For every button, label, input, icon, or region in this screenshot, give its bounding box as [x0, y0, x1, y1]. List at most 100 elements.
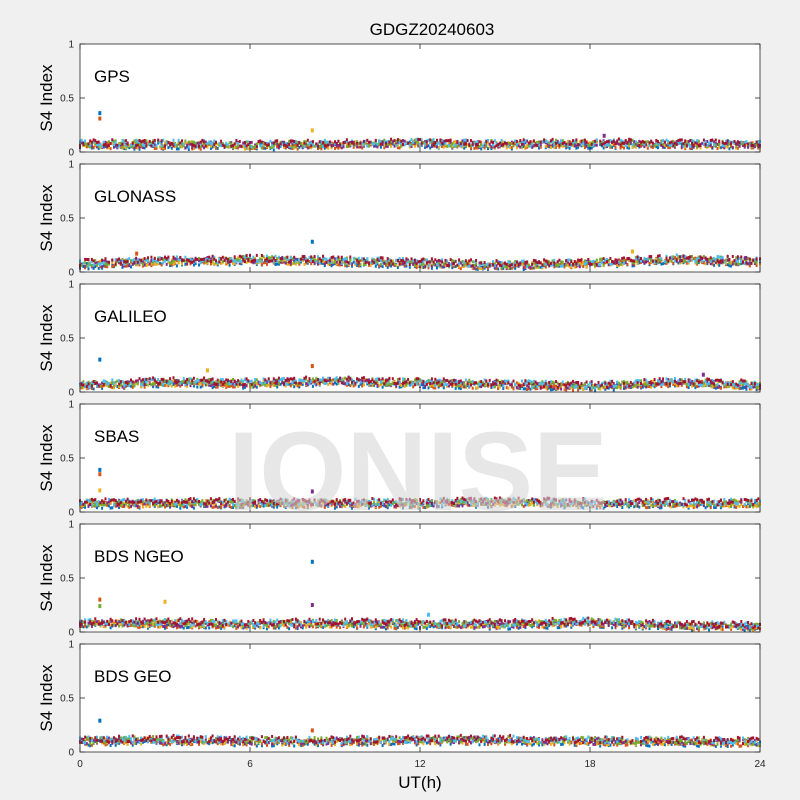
data-point — [573, 142, 576, 146]
data-point — [736, 257, 739, 261]
data-point — [750, 258, 753, 262]
data-point — [118, 144, 121, 148]
y-tick-label: 0.5 — [60, 214, 74, 225]
data-point — [497, 259, 500, 263]
data-point — [254, 145, 257, 149]
data-point — [568, 140, 571, 144]
data-point — [220, 261, 223, 265]
data-point — [427, 138, 430, 142]
data-point — [755, 143, 758, 147]
data-point — [257, 140, 260, 144]
data-point — [728, 261, 731, 265]
data-point — [553, 265, 556, 269]
data-point — [524, 387, 527, 391]
data-point — [192, 140, 195, 144]
data-point — [215, 140, 217, 144]
data-point — [383, 146, 386, 150]
data-point — [238, 254, 241, 258]
data-point — [128, 264, 131, 268]
data-point — [422, 386, 425, 390]
y-tick-label: 1 — [68, 160, 74, 171]
data-point — [600, 257, 603, 261]
data-point — [481, 262, 484, 266]
data-point — [130, 384, 132, 388]
data-point — [206, 383, 209, 387]
data-point — [107, 140, 110, 144]
data-point — [342, 145, 345, 149]
data-point — [658, 143, 661, 147]
data-point — [471, 142, 474, 146]
data-point — [629, 141, 632, 145]
data-point — [731, 255, 734, 259]
data-point — [303, 262, 306, 266]
data-point — [512, 141, 515, 145]
data-point — [135, 140, 138, 144]
data-point — [752, 141, 755, 145]
data-point — [726, 254, 729, 258]
data-point — [565, 259, 568, 263]
data-point — [305, 259, 308, 263]
data-point — [266, 142, 268, 146]
data-point — [164, 141, 166, 145]
data-point — [255, 253, 258, 257]
data-point — [133, 139, 136, 143]
data-point — [281, 261, 284, 265]
data-point — [317, 257, 319, 261]
data-point — [575, 144, 578, 148]
data-point — [283, 260, 285, 264]
data-point — [107, 262, 110, 266]
data-point — [753, 145, 756, 149]
data-point — [677, 257, 680, 261]
data-point — [626, 262, 629, 266]
data-point — [225, 141, 228, 145]
data-point — [152, 258, 155, 262]
data-point — [170, 384, 173, 388]
data-point — [369, 263, 372, 267]
data-point — [628, 144, 631, 148]
data-point — [612, 388, 615, 392]
data-point — [334, 257, 336, 261]
data-point — [352, 145, 355, 149]
data-point — [704, 142, 707, 146]
data-point — [405, 264, 408, 268]
data-point — [419, 262, 421, 266]
data-point — [113, 143, 115, 147]
data-point — [660, 259, 663, 263]
data-point — [458, 261, 461, 265]
data-point — [691, 144, 693, 148]
data-point — [633, 140, 636, 144]
data-point — [500, 264, 503, 268]
data-point — [753, 258, 756, 262]
data-point — [711, 262, 714, 266]
data-point — [640, 259, 642, 263]
data-point — [490, 140, 493, 144]
data-point — [300, 141, 302, 145]
data-point — [616, 258, 619, 262]
data-point — [220, 383, 223, 387]
data-point — [97, 140, 100, 144]
data-point — [757, 143, 760, 147]
data-point — [442, 145, 445, 149]
data-point — [748, 264, 751, 268]
data-point — [170, 141, 173, 145]
data-point — [208, 140, 211, 144]
data-point — [201, 138, 204, 142]
data-point — [422, 262, 425, 266]
data-point — [82, 141, 85, 145]
data-point — [306, 379, 309, 383]
data-point — [585, 260, 588, 264]
data-point — [436, 266, 438, 270]
data-point — [684, 257, 687, 261]
data-point — [374, 138, 377, 142]
data-point — [461, 263, 464, 267]
data-point — [522, 261, 525, 265]
data-point — [201, 144, 204, 148]
data-point — [310, 255, 313, 259]
data-point — [755, 263, 758, 267]
data-point — [189, 140, 192, 144]
data-point — [376, 262, 379, 266]
data-point — [201, 259, 204, 263]
peak-point — [631, 249, 634, 254]
data-point — [551, 137, 554, 141]
data-point — [393, 142, 396, 146]
